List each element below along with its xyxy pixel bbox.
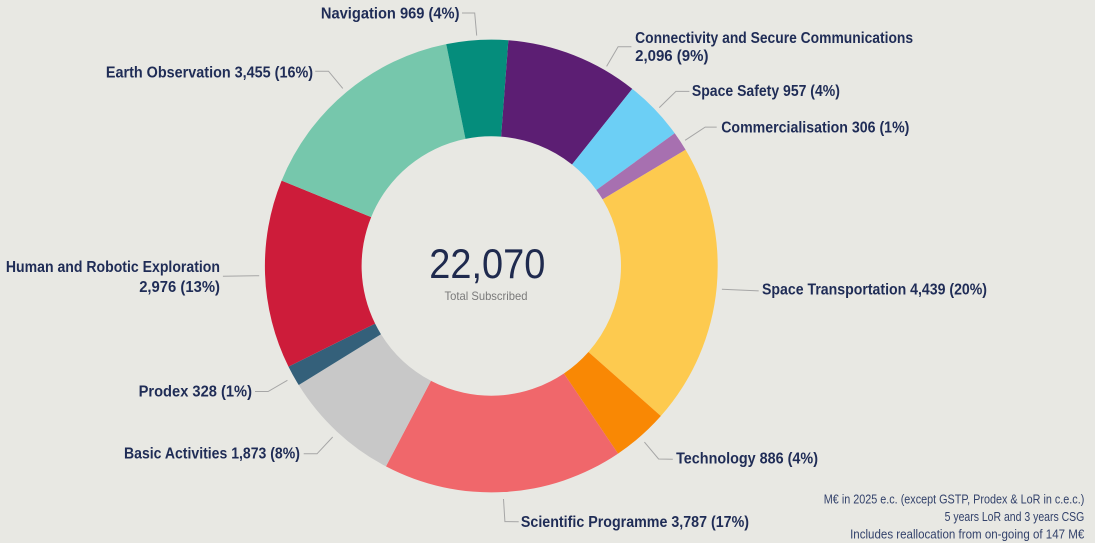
svg-text:Basic Activities 1,873 (8%): Basic Activities 1,873 (8%): [124, 446, 300, 463]
svg-text:Navigation 969 (4%): Navigation 969 (4%): [321, 5, 460, 22]
svg-text:Scientific Programme 3,787 (17: Scientific Programme 3,787 (17%): [521, 514, 749, 531]
svg-text:Connectivity and Secure Commun: Connectivity and Secure Communications: [635, 30, 913, 47]
svg-text:Commercialisation 306 (1%): Commercialisation 306 (1%): [721, 119, 909, 136]
svg-text:2,096 (9%): 2,096 (9%): [635, 48, 708, 65]
svg-text:Prodex 328 (1%): Prodex 328 (1%): [139, 384, 252, 401]
svg-text:Technology 886 (4%): Technology 886 (4%): [676, 451, 818, 468]
svg-text:22,070: 22,070: [429, 240, 545, 287]
svg-text:2,976 (13%): 2,976 (13%): [139, 279, 220, 296]
svg-text:Includes reallocation from on-: Includes reallocation from on-going of 1…: [850, 526, 1085, 541]
svg-text:5 years LoR and 3 years CSG: 5 years LoR and 3 years CSG: [945, 509, 1085, 524]
svg-text:Space Safety 957 (4%): Space Safety 957 (4%): [692, 83, 840, 100]
svg-text:M€ in 2025 e.c. (except GSTP,: M€ in 2025 e.c. (except GSTP, Prodex & L…: [824, 492, 1085, 507]
svg-text:Human and Robotic Exploration: Human and Robotic Exploration: [6, 259, 220, 276]
svg-text:Space Transportation 4,439 (20: Space Transportation 4,439 (20%): [762, 282, 987, 299]
svg-text:Total Subscribed: Total Subscribed: [445, 289, 528, 303]
svg-text:Earth Observation 3,455 (16%): Earth Observation 3,455 (16%): [106, 65, 313, 82]
